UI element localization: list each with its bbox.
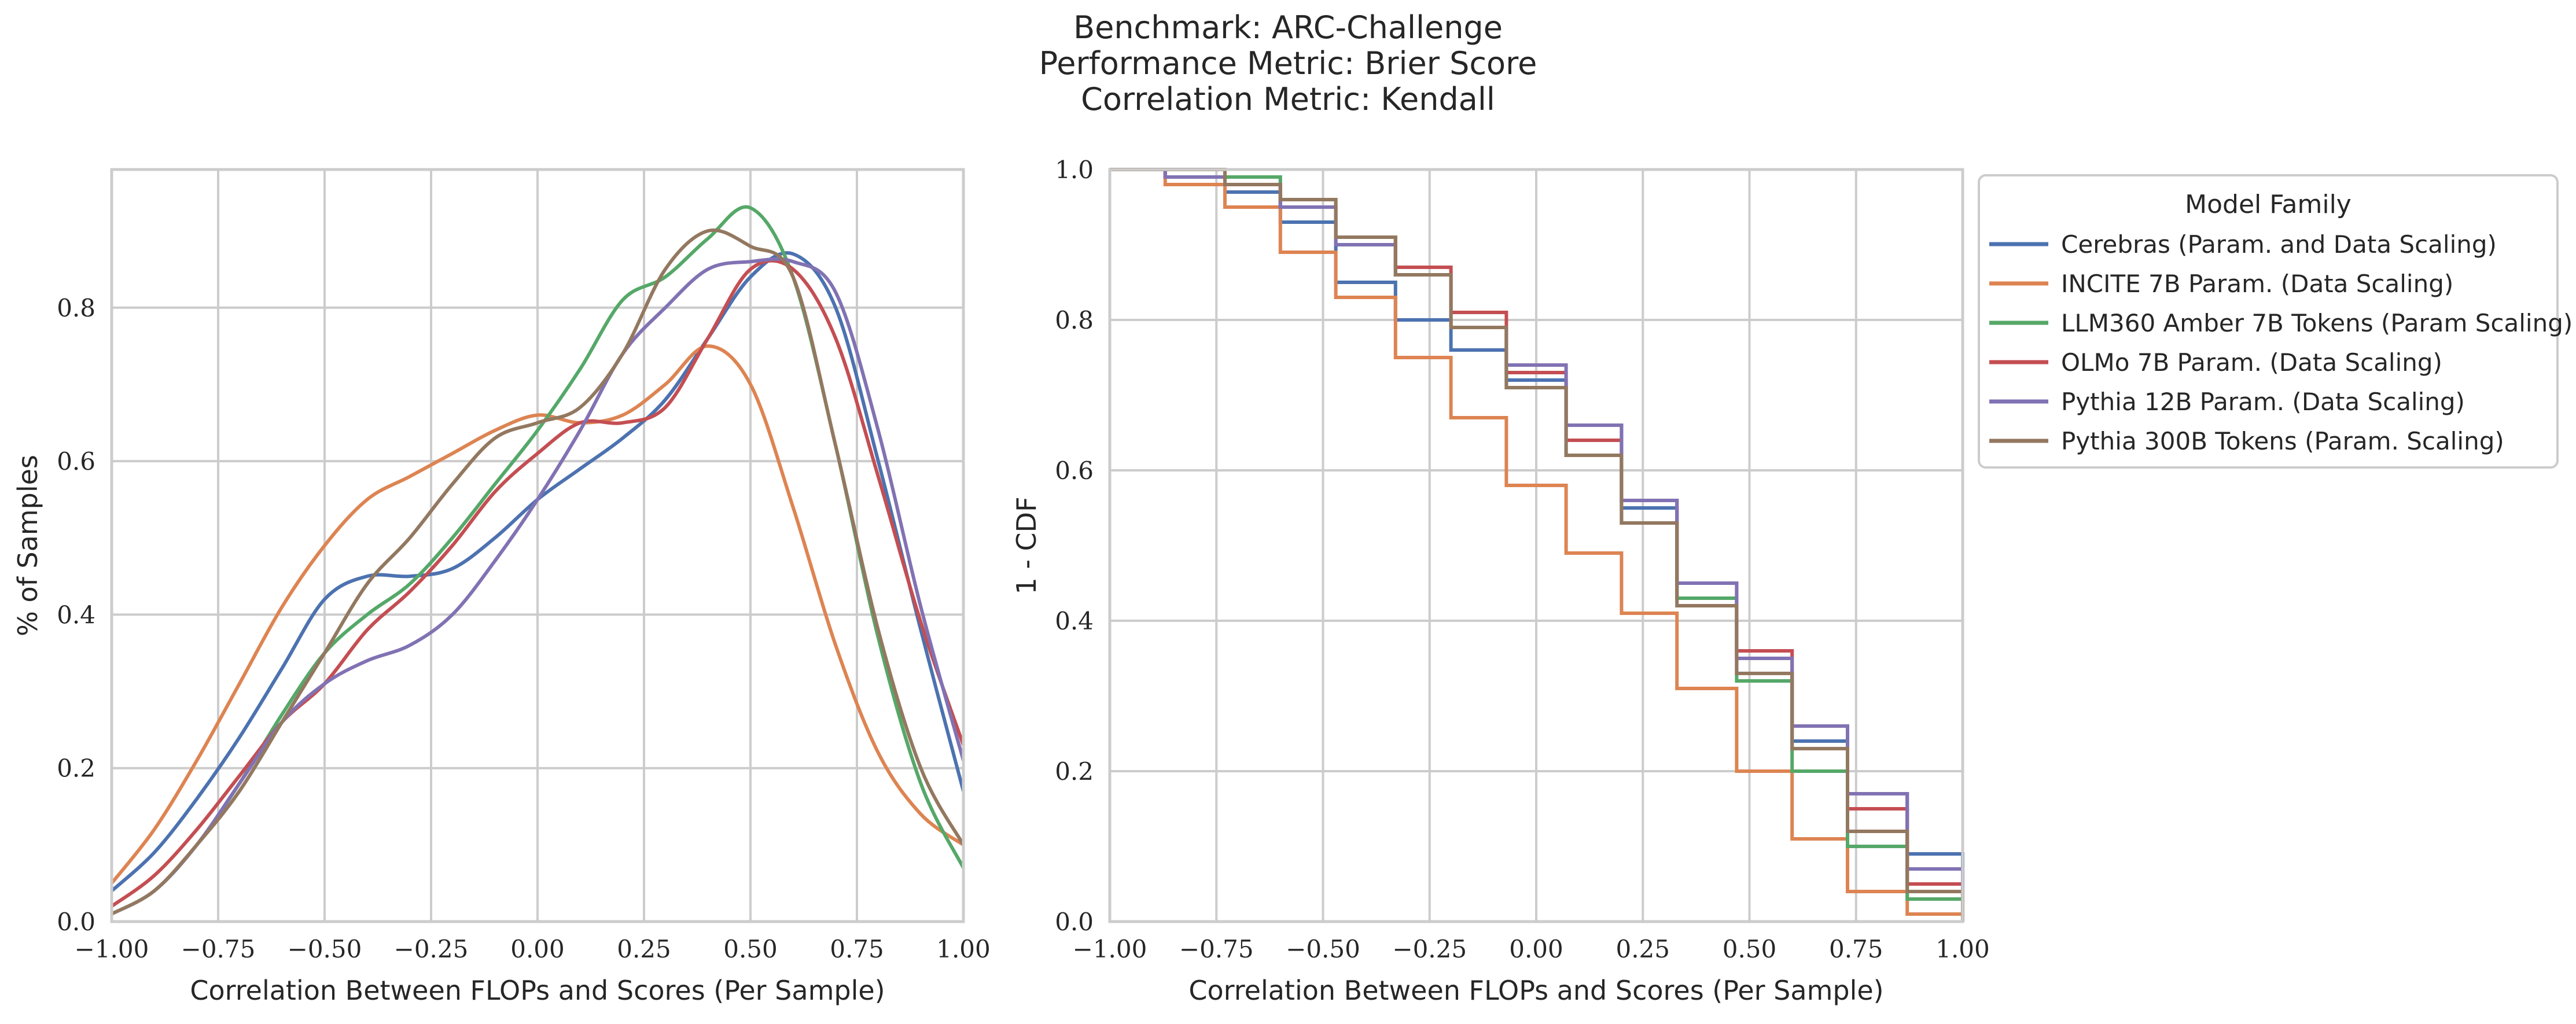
left-y-tick-labels: 0.0 0.2 0.4 0.6 0.8 (57, 294, 95, 936)
left-x-tick-label: 1.00 (936, 935, 991, 963)
density-line-incite-7b-param-data-scaling (110, 344, 965, 885)
legend-item: INCITE 7B Param. (Data Scaling) (1989, 270, 2453, 298)
left-x-axis-label: Correlation Between FLOPs and Scores (Pe… (190, 975, 885, 1006)
legend-entries: Cerebras (Param. and Data Scaling) INCITE… (1989, 230, 2573, 455)
left-plot-frame (110, 168, 965, 923)
title-line-performance-metric: Performance Metric: Brier Score (1039, 45, 1537, 82)
right-x-tick-label: 0.00 (1509, 935, 1563, 963)
legend-label: Cerebras (Param. and Data Scaling) (2061, 230, 2497, 259)
left-y-tick-label: 0.8 (57, 294, 95, 322)
right-y-tick-label: 0.6 (1055, 456, 1094, 485)
left-x-tick-label: 0.75 (830, 935, 884, 963)
right-x-tick-label: −0.50 (1286, 935, 1360, 963)
density-panel: −1.00 −0.75 −0.50 −0.25 0.00 0.25 0.50 0.75 1.00… (12, 168, 991, 1006)
legend-label: OLMo 7B Param. (Data Scaling) (2061, 348, 2442, 377)
right-x-tick-label: −0.25 (1392, 935, 1467, 963)
right-x-axis-label: Correlation Between FLOPs and Scores (Pe… (1188, 975, 1883, 1006)
left-x-tick-label: −0.25 (394, 935, 469, 963)
left-x-tick-label: 0.50 (723, 935, 778, 963)
right-y-axis-label: 1 - CDF (1011, 496, 1042, 594)
right-x-tick-labels: −1.00 −0.75 −0.50 −0.25 0.00 0.25 0.50 0.75 1.00 (1073, 935, 1990, 963)
left-gridlines (111, 170, 965, 923)
left-series-lines (110, 205, 965, 916)
figure-title: Benchmark: ARC-Challenge Performance Met… (1039, 9, 1537, 117)
right-plot-frame (1108, 168, 1964, 923)
right-gridlines (1109, 168, 1964, 923)
left-y-axis-label: % of Samples (12, 455, 43, 636)
right-y-tick-label: 1.0 (1055, 156, 1094, 184)
right-series-steps (1110, 168, 1964, 922)
left-y-tick-label: 0.0 (57, 908, 95, 936)
left-x-tick-label: 0.25 (617, 935, 671, 963)
left-x-tick-label: 0.00 (510, 935, 565, 963)
legend-label: LLM360 Amber 7B Tokens (Param Scaling) (2061, 309, 2573, 337)
right-x-tick-label: 0.25 (1615, 935, 1670, 963)
legend-item: LLM360 Amber 7B Tokens (Param Scaling) (1989, 309, 2573, 337)
left-y-tick-label: 0.2 (57, 754, 95, 783)
right-y-tick-label: 0.2 (1055, 757, 1094, 786)
right-y-tick-label: 0.8 (1055, 306, 1094, 334)
right-y-tick-label: 0.0 (1055, 908, 1094, 936)
legend-item: Pythia 300B Tokens (Param. Scaling) (1989, 427, 2504, 455)
density-line-cerebras-param-and-data-scaling (111, 251, 965, 893)
legend-item: Cerebras (Param. and Data Scaling) (1989, 230, 2497, 259)
right-y-tick-labels: 0.0 0.2 0.4 0.6 0.8 1.0 (1055, 156, 1094, 936)
title-line-benchmark: Benchmark: ARC-Challenge (1073, 9, 1503, 46)
legend-label: INCITE 7B Param. (Data Scaling) (2061, 270, 2453, 298)
left-x-tick-labels: −1.00 −0.75 −0.50 −0.25 0.00 0.25 0.50 0.75 1.00 (75, 935, 991, 963)
right-x-tick-label: 0.50 (1723, 935, 1777, 963)
right-x-tick-label: 0.75 (1829, 935, 1883, 963)
left-x-tick-label: −0.50 (288, 935, 362, 963)
density-line-pythia-12b-param-data-scaling (111, 257, 965, 916)
cdf-panel: −1.00 −0.75 −0.50 −0.25 0.00 0.25 0.50 0.75 1.00… (1011, 156, 1990, 1006)
density-line-pythia-300b-tokens-param-scaling (111, 228, 965, 916)
legend-item: OLMo 7B Param. (Data Scaling) (1989, 348, 2442, 377)
legend-label: Pythia 300B Tokens (Param. Scaling) (2061, 427, 2504, 455)
left-x-tick-label: −1.00 (75, 935, 149, 963)
left-y-tick-label: 0.6 (57, 447, 95, 476)
title-line-correlation-metric: Correlation Metric: Kendall (1081, 81, 1495, 117)
left-y-tick-label: 0.4 (57, 601, 95, 629)
right-x-tick-label: 1.00 (1935, 935, 1990, 963)
legend-item: Pythia 12B Param. (Data Scaling) (1989, 388, 2465, 416)
legend-box (1978, 174, 2559, 469)
legend-label: Pythia 12B Param. (Data Scaling) (2061, 388, 2465, 416)
legend: Model Family Cerebras (Param. and Data S… (1978, 174, 2573, 469)
right-x-tick-label: −1.00 (1073, 935, 1147, 963)
right-y-tick-label: 0.4 (1055, 607, 1094, 635)
cdf-step-pythia-300b-tokens-param-scaling (1110, 168, 1964, 922)
legend-title: Model Family (2185, 190, 2351, 219)
left-x-tick-label: −0.75 (181, 935, 256, 963)
right-x-tick-label: −0.75 (1179, 935, 1254, 963)
